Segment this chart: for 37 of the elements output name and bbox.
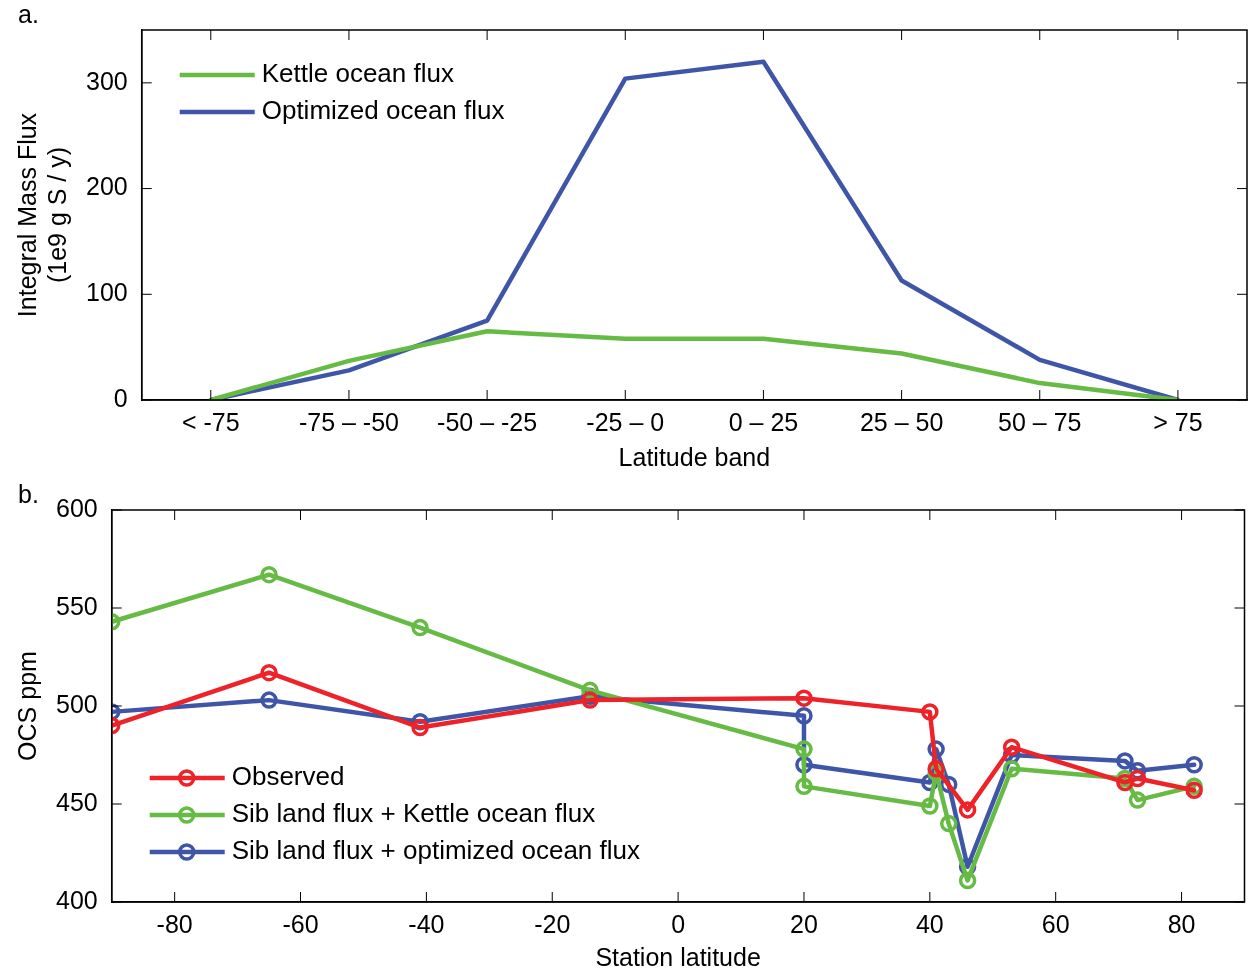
x-axis-title: Latitude band xyxy=(618,442,771,471)
x-tick-label: -75 – -50 xyxy=(298,407,399,436)
x-axis-title: Station latitude xyxy=(595,942,761,971)
text: a. xyxy=(18,0,39,29)
y-axis-title: Integral Mass Flux (1e9 g S / y) xyxy=(12,112,71,318)
y-tick-label: 450 xyxy=(55,787,98,816)
x-tick-label: < -75 xyxy=(181,407,240,436)
x-tick-label: -25 – 0 xyxy=(586,407,665,436)
y-tick-label: 550 xyxy=(55,591,98,620)
y-tick-label: 600 xyxy=(55,493,98,522)
y-axis-title: OCS ppm xyxy=(12,651,41,761)
x-tick-label: 50 – 75 xyxy=(998,407,1082,436)
x-tick-label: -20 xyxy=(534,909,571,938)
x-tick-label: 60 xyxy=(1041,909,1070,938)
y-tick-label: 500 xyxy=(55,689,98,718)
y-tick-label: 100 xyxy=(85,278,128,307)
x-tick-label: 40 xyxy=(915,909,944,938)
y-tick-label: 200 xyxy=(85,172,128,201)
legend-label: Kettle ocean flux xyxy=(261,58,454,89)
x-tick-label: > 75 xyxy=(1153,407,1203,436)
x-tick-label: 20 xyxy=(790,909,818,938)
legend-label: Optimized ocean flux xyxy=(261,95,505,126)
x-tick-label: 0 – 25 xyxy=(728,407,799,436)
legend-label: Sib land flux + optimized ocean flux xyxy=(231,835,641,866)
y-tick-label: 300 xyxy=(85,66,128,95)
legend-label: Sib land flux + Kettle ocean flux xyxy=(231,798,596,829)
text: b. xyxy=(18,480,39,509)
x-tick-label: -40 xyxy=(408,909,445,938)
x-tick-label: 0 xyxy=(671,909,686,938)
x-tick-label: 25 – 50 xyxy=(859,407,944,436)
x-tick-label: -50 – -25 xyxy=(437,407,538,436)
y-tick-label: 400 xyxy=(55,885,98,914)
y-tick-label: 0 xyxy=(113,383,128,412)
legend-label: Observed xyxy=(231,761,345,792)
x-tick-label: -80 xyxy=(156,909,193,938)
x-tick-label: 80 xyxy=(1167,909,1196,938)
x-tick-label: -60 xyxy=(282,909,319,938)
